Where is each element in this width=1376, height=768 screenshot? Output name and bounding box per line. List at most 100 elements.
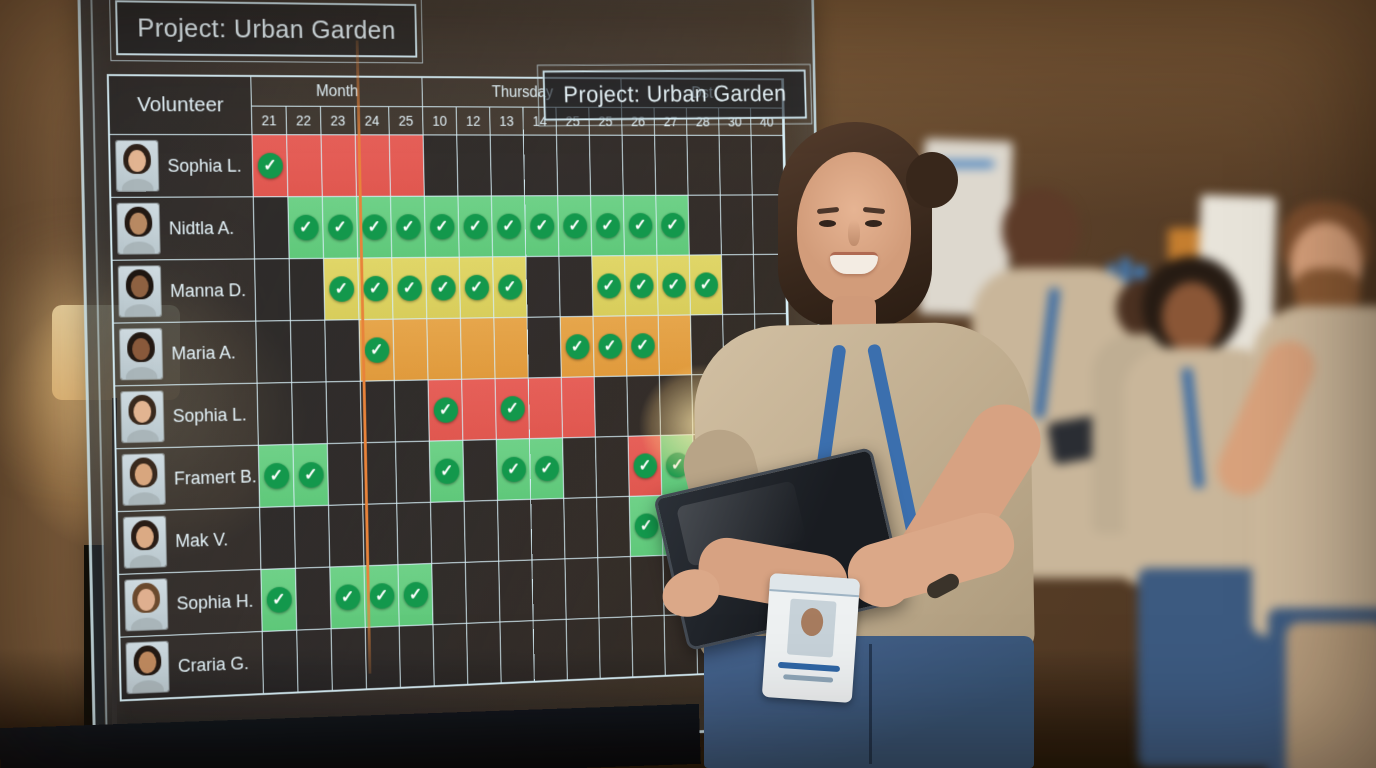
background-group bbox=[900, 110, 1376, 768]
avatar-shoulders bbox=[132, 679, 164, 694]
schedule-cell: ✓ bbox=[330, 566, 366, 629]
schedule-cell: ✓ bbox=[495, 378, 530, 439]
check-icon: ✓ bbox=[500, 395, 525, 422]
woman-eyebrow bbox=[862, 206, 886, 215]
schedule-cell bbox=[565, 558, 600, 619]
volunteer-name: Manna D. bbox=[170, 279, 247, 301]
person-jeans bbox=[1138, 568, 1274, 768]
badge-photo bbox=[786, 598, 837, 658]
schedule-cell bbox=[430, 501, 466, 563]
schedule-cell bbox=[433, 623, 469, 686]
woman-eye bbox=[865, 220, 882, 227]
check-icon: ✓ bbox=[364, 337, 390, 364]
schedule-cell bbox=[566, 618, 601, 680]
volunteer-name: Sophia H. bbox=[176, 590, 254, 614]
schedule-cell: ✓ bbox=[258, 444, 295, 507]
check-icon: ✓ bbox=[430, 275, 456, 301]
schedule-cell: ✓ bbox=[560, 316, 595, 377]
avatar-shoulders bbox=[129, 554, 162, 568]
schedule-cell: ✓ bbox=[390, 196, 427, 258]
schedule-cell bbox=[399, 625, 435, 687]
avatar-shoulders bbox=[128, 491, 161, 505]
volunteer-cell: Sophia L. bbox=[110, 134, 254, 197]
schedule-cell bbox=[527, 317, 562, 378]
schedule-cell bbox=[595, 436, 630, 497]
check-icon: ✓ bbox=[534, 455, 559, 482]
volunteer-name: Nidtla A. bbox=[168, 217, 235, 238]
check-icon: ✓ bbox=[434, 458, 460, 485]
schedule-cell: ✓ bbox=[591, 195, 625, 256]
check-icon: ✓ bbox=[501, 456, 526, 483]
wall-poster-marks bbox=[934, 160, 994, 168]
schedule-cell bbox=[597, 496, 631, 558]
check-icon: ✓ bbox=[369, 582, 395, 610]
volunteer-cell: Mak V. bbox=[117, 507, 262, 574]
schedule-cell: ✓ bbox=[398, 563, 434, 626]
avatar bbox=[126, 641, 169, 694]
check-icon: ✓ bbox=[395, 214, 421, 240]
schedule-cell bbox=[594, 376, 629, 437]
schedule-cell bbox=[331, 627, 367, 690]
schedule-cell: ✓ bbox=[288, 197, 324, 259]
schedule-cell: ✓ bbox=[293, 444, 330, 506]
volunteer-name: Framert B. bbox=[173, 466, 257, 489]
schedule-cell bbox=[326, 381, 362, 444]
schedule-cell bbox=[523, 135, 559, 196]
volunteer-name: Sophia L. bbox=[172, 404, 247, 426]
schedule-cell: ✓ bbox=[252, 135, 289, 197]
schedule-cell bbox=[257, 383, 294, 445]
schedule-cell: ✓ bbox=[496, 439, 532, 500]
schedule-cell: ✓ bbox=[324, 258, 360, 320]
schedule-cell bbox=[500, 621, 535, 683]
schedule-cell: ✓ bbox=[459, 257, 495, 318]
volunteer-cell: Manna D. bbox=[112, 259, 257, 323]
schedule-cell: ✓ bbox=[529, 438, 565, 499]
woman-eyebrow bbox=[816, 206, 840, 215]
schedule-cell bbox=[460, 318, 496, 379]
schedule-cell: ✓ bbox=[592, 256, 627, 316]
schedule-cell bbox=[562, 437, 598, 498]
volunteer-cell: Sophia H. bbox=[119, 569, 263, 637]
check-icon: ✓ bbox=[529, 213, 554, 239]
schedule-cell bbox=[556, 135, 592, 196]
schedule-cell bbox=[533, 619, 568, 681]
day-header: 13 bbox=[490, 107, 524, 135]
avatar bbox=[121, 391, 164, 443]
schedule-cell bbox=[397, 502, 433, 565]
woman-jeans bbox=[704, 636, 1034, 768]
schedule-cell: ✓ bbox=[558, 196, 593, 256]
schedule-cell bbox=[325, 320, 361, 382]
check-icon: ✓ bbox=[497, 274, 523, 300]
check-icon: ✓ bbox=[429, 214, 455, 240]
check-icon: ✓ bbox=[263, 462, 290, 490]
check-icon: ✓ bbox=[293, 214, 319, 241]
avatar-shoulders bbox=[124, 304, 157, 317]
check-icon: ✓ bbox=[266, 586, 292, 614]
check-icon: ✓ bbox=[596, 273, 621, 299]
schedule-cell bbox=[499, 560, 534, 622]
avatar-face bbox=[128, 149, 147, 172]
volunteer-name: Sophia L. bbox=[167, 155, 242, 176]
check-icon: ✓ bbox=[565, 334, 590, 360]
avatar bbox=[119, 328, 163, 380]
volunteer-cell: Sophia L. bbox=[115, 383, 259, 449]
schedule-cell bbox=[598, 557, 633, 618]
check-icon: ✓ bbox=[396, 275, 422, 302]
avatar bbox=[125, 579, 168, 631]
schedule-cell bbox=[564, 497, 599, 559]
volunteer-cell: Maria A. bbox=[113, 321, 258, 386]
check-icon: ✓ bbox=[327, 214, 353, 241]
schedule-cell: ✓ bbox=[428, 379, 464, 441]
couch bbox=[1286, 622, 1376, 768]
avatar-face bbox=[129, 212, 148, 235]
schedule-cell bbox=[329, 504, 365, 567]
avatar-shoulders bbox=[126, 429, 159, 443]
schedule-cell: ✓ bbox=[392, 257, 428, 319]
schedule-cell bbox=[262, 630, 299, 694]
check-icon: ✓ bbox=[597, 333, 622, 359]
schedule-cell bbox=[490, 135, 526, 196]
volunteer-cell: Craria G. bbox=[120, 631, 264, 700]
avatar bbox=[117, 203, 160, 254]
avatar bbox=[122, 454, 165, 505]
